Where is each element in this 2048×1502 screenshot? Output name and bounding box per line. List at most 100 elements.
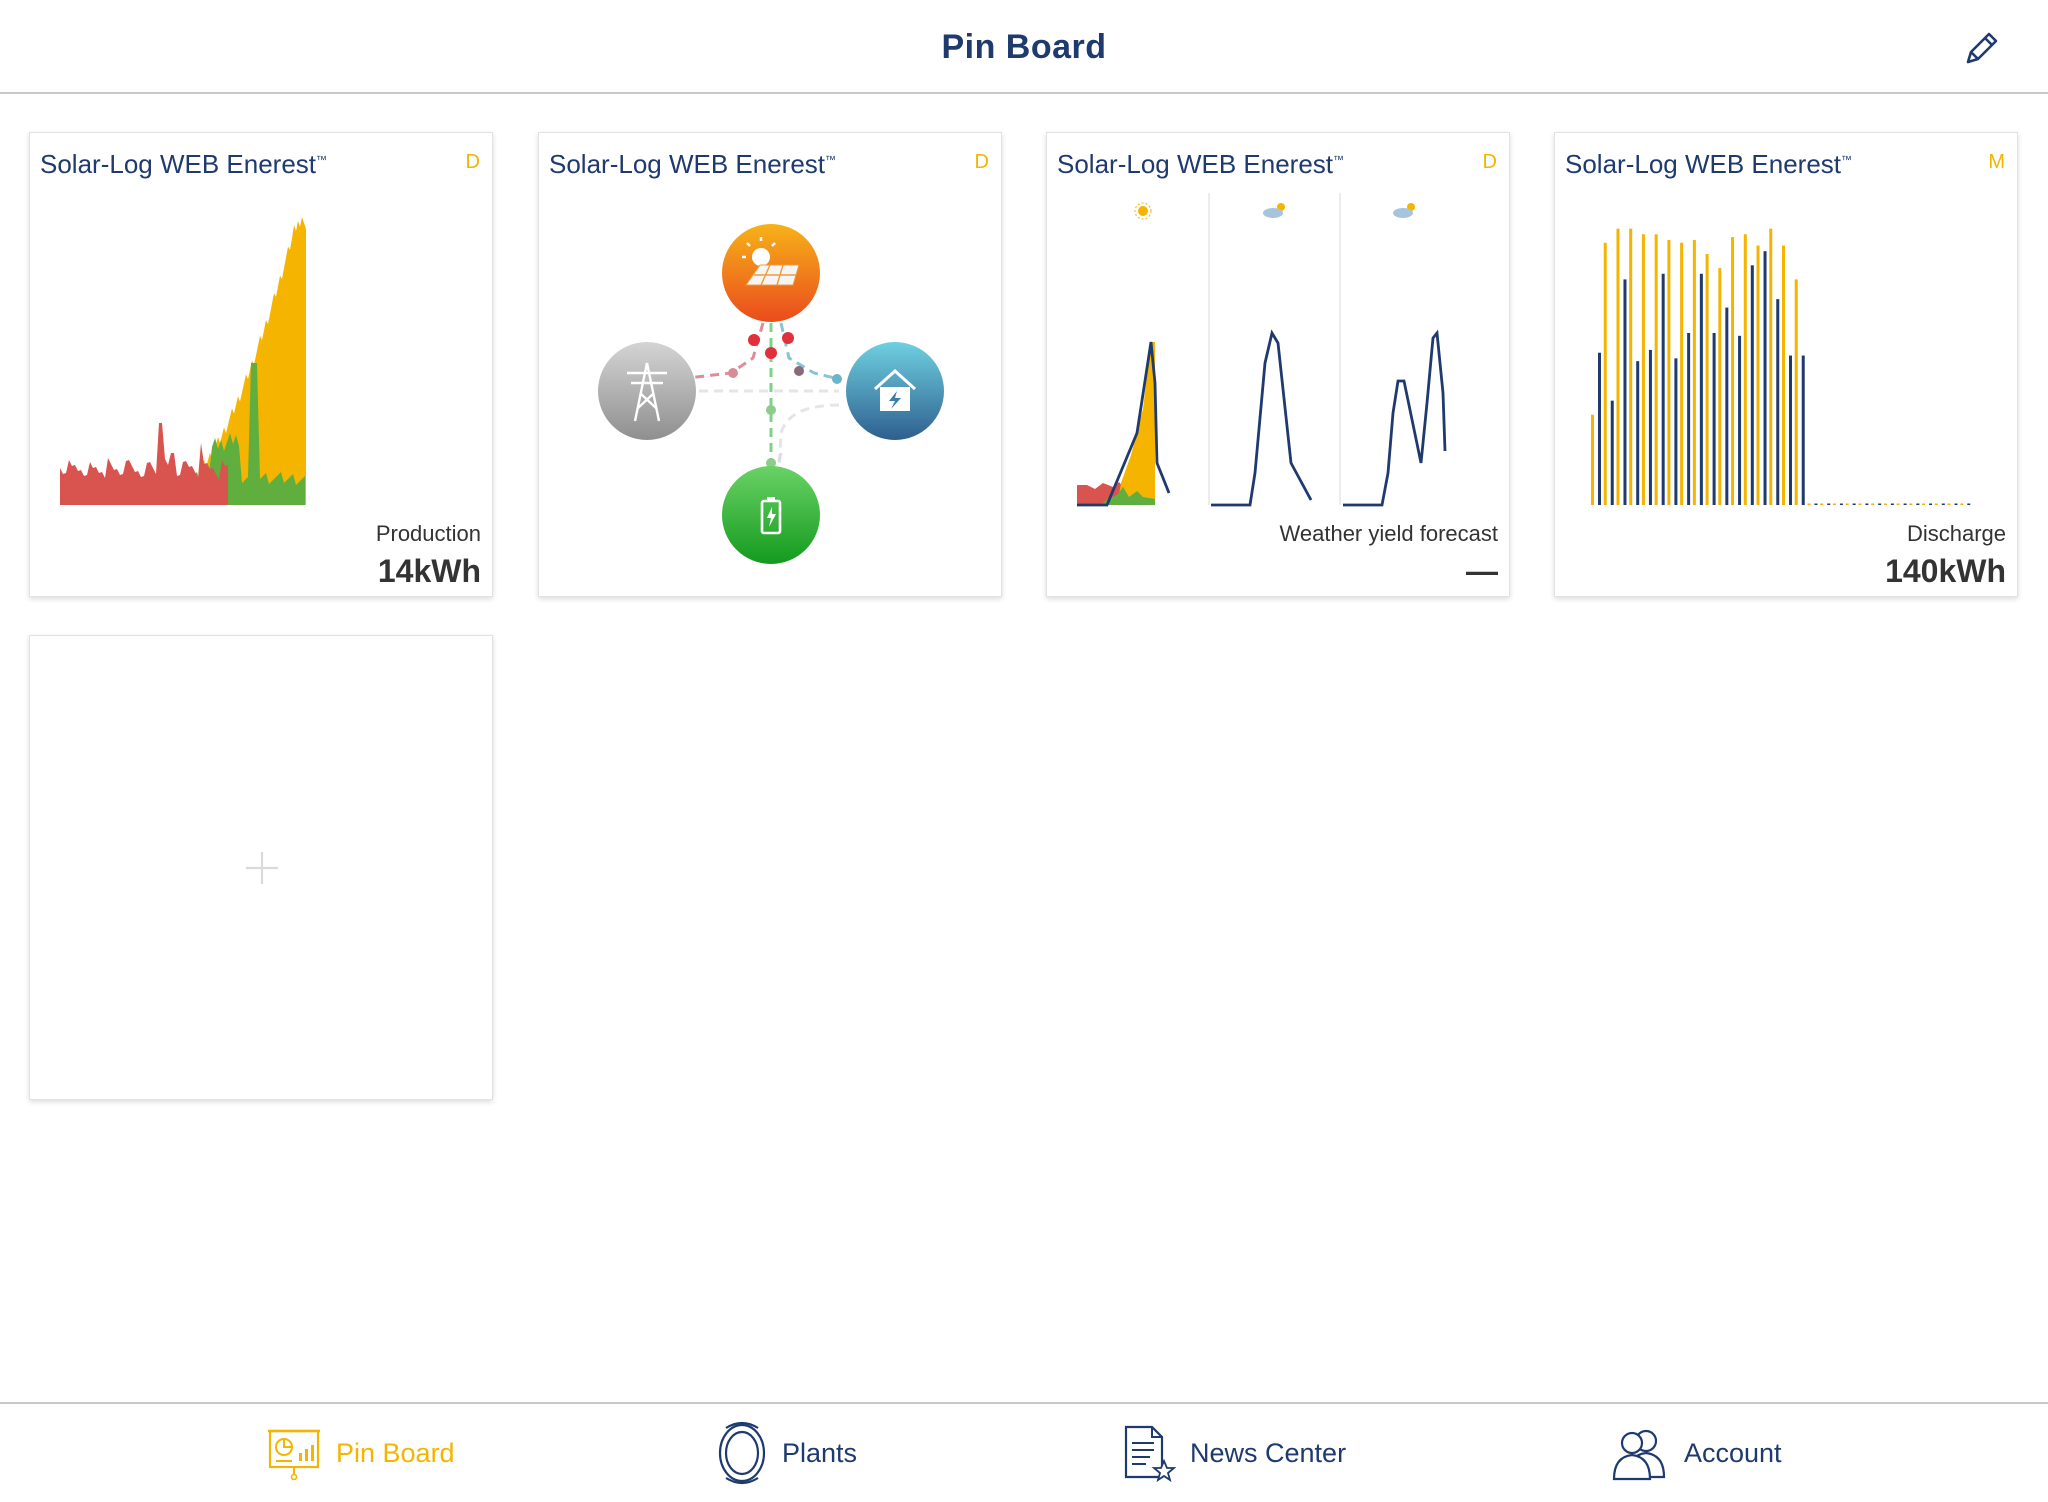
- bar-discharge-yellow: [1629, 228, 1633, 505]
- bar-discharge-navy: [1725, 307, 1729, 505]
- bar-discharge-yellow: [1680, 242, 1684, 505]
- cloud-sun-icon: [1263, 203, 1285, 218]
- weather-forecast-chart: [1077, 193, 1447, 507]
- energy-flow-diagram: [598, 224, 944, 564]
- discharge-value: 140kWh: [1885, 553, 2006, 589]
- news-center-icon: [1124, 1425, 1176, 1483]
- forecast-line-day-3: [1343, 329, 1447, 507]
- tab-pin-board[interactable]: Pin Board: [266, 1418, 455, 1488]
- bar-discharge-yellow: [1832, 503, 1836, 505]
- weather-forecast-widget[interactable]: Solar-Log WEB Enerest™ D Weather yield f…: [1046, 132, 1510, 597]
- bar-discharge-yellow: [1591, 414, 1594, 505]
- pencil-icon[interactable]: [1962, 28, 2002, 68]
- forecast-line-day-2: [1211, 329, 1313, 507]
- page-title: Pin Board: [941, 28, 1107, 66]
- bar-discharge-yellow: [1794, 279, 1798, 505]
- sun-icon: [1134, 202, 1152, 220]
- production-value: 14kWh: [377, 553, 481, 589]
- house-icon: [846, 342, 944, 440]
- bar-discharge-navy: [1738, 335, 1742, 505]
- bar-discharge-navy: [1878, 503, 1882, 505]
- bar-discharge-navy: [1598, 352, 1601, 505]
- top-bar: Pin Board: [0, 0, 2048, 94]
- energy-flow-widget[interactable]: Solar-Log WEB Enerest™ D: [538, 132, 1002, 597]
- production-area-chart: [60, 217, 306, 505]
- tab-plants[interactable]: Plants: [716, 1418, 857, 1488]
- bar-discharge-yellow: [1718, 268, 1722, 505]
- bar-discharge-navy: [1814, 503, 1818, 505]
- add-widget-card[interactable]: [29, 635, 493, 1100]
- cloud-sun-icon: [1393, 203, 1415, 218]
- plus-icon[interactable]: [242, 848, 282, 888]
- green-area-series: [1101, 487, 1155, 505]
- bar-discharge-yellow: [1896, 503, 1900, 505]
- bar-discharge-yellow: [1871, 503, 1875, 505]
- bar-discharge-navy: [1610, 400, 1614, 505]
- bar-discharge-navy: [1776, 299, 1780, 505]
- discharge-label: Discharge: [1906, 521, 2006, 546]
- forecast-label: Weather yield forecast: [1279, 521, 1498, 546]
- bar-discharge-yellow: [1756, 245, 1760, 505]
- flow-dots: [728, 332, 842, 468]
- bar-discharge-navy: [1750, 265, 1754, 505]
- production-label: Production: [375, 521, 481, 546]
- bar-discharge-navy: [1916, 503, 1920, 505]
- bar-discharge-yellow: [1731, 237, 1735, 505]
- bar-discharge-yellow: [1922, 503, 1926, 505]
- bar-discharge-yellow: [1667, 239, 1671, 506]
- bar-discharge-yellow: [1743, 234, 1747, 505]
- bar-discharge-navy: [1623, 279, 1627, 505]
- production-area-series: [180, 217, 306, 505]
- bar-discharge-navy: [1827, 503, 1831, 505]
- period-badge: D: [465, 151, 480, 173]
- period-badge: D: [974, 151, 989, 173]
- bar-discharge-navy: [1763, 251, 1767, 505]
- bar-discharge-navy: [1699, 273, 1703, 505]
- widget-title: Solar-Log WEB Enerest™: [1565, 149, 1853, 179]
- bar-discharge-yellow: [1603, 242, 1607, 505]
- period-badge: M: [1988, 151, 2005, 173]
- bar-discharge-yellow: [1692, 239, 1696, 506]
- bar-discharge-navy: [1712, 332, 1716, 505]
- bar-discharge-navy: [1954, 503, 1958, 505]
- bar-discharge-yellow: [1845, 503, 1849, 505]
- bar-discharge-navy: [1929, 503, 1933, 505]
- bar-discharge-yellow: [1705, 254, 1709, 505]
- bar-discharge-navy: [1941, 503, 1945, 505]
- production-widget[interactable]: Solar-Log WEB Enerest™ D Production 14kW…: [29, 132, 493, 597]
- bar-discharge-yellow: [1769, 228, 1773, 505]
- bar-discharge-navy: [1661, 273, 1665, 505]
- bar-discharge-yellow: [1947, 503, 1951, 505]
- yellow-area-series: [1117, 342, 1155, 505]
- bar-discharge-navy: [1890, 503, 1894, 505]
- discharge-widget[interactable]: Solar-Log WEB Enerest™ M Discharge 140kW…: [1554, 132, 2018, 597]
- bar-discharge-yellow: [1934, 503, 1938, 505]
- battery-icon: [722, 466, 820, 564]
- forecast-value: —: [1466, 553, 1498, 589]
- consumption-red-area-series: [60, 423, 228, 505]
- bar-discharge-yellow: [1883, 503, 1887, 505]
- bar-discharge-navy: [1903, 503, 1907, 505]
- solar-panel-icon: [722, 224, 820, 322]
- tab-news-center[interactable]: News Center: [1122, 1418, 1346, 1488]
- tab-account[interactable]: Account: [1612, 1418, 1782, 1488]
- bar-discharge-navy: [1839, 503, 1843, 505]
- bar-discharge-yellow: [1782, 245, 1785, 505]
- tab-label: Pin Board: [336, 1437, 455, 1468]
- forecast-line-day-1: [1077, 341, 1171, 507]
- bar-discharge-yellow: [1820, 503, 1824, 505]
- bar-discharge-navy: [1801, 355, 1805, 505]
- power-tower-icon: [598, 342, 696, 440]
- bar-discharge-yellow: [1909, 503, 1913, 505]
- tab-label: News Center: [1190, 1437, 1347, 1468]
- bar-discharge-yellow: [1616, 228, 1620, 505]
- widget-title: Solar-Log WEB Enerest™: [549, 149, 837, 179]
- bar-discharge-navy: [1852, 503, 1856, 505]
- tab-label: Account: [1684, 1437, 1782, 1468]
- widget-title: Solar-Log WEB Enerest™: [40, 149, 328, 179]
- period-badge: D: [1482, 151, 1497, 173]
- bar-discharge-navy: [1636, 361, 1640, 505]
- bar-discharge-navy: [1674, 358, 1678, 505]
- bar-discharge-navy: [1687, 332, 1691, 505]
- bar-discharge-navy: [1865, 503, 1869, 505]
